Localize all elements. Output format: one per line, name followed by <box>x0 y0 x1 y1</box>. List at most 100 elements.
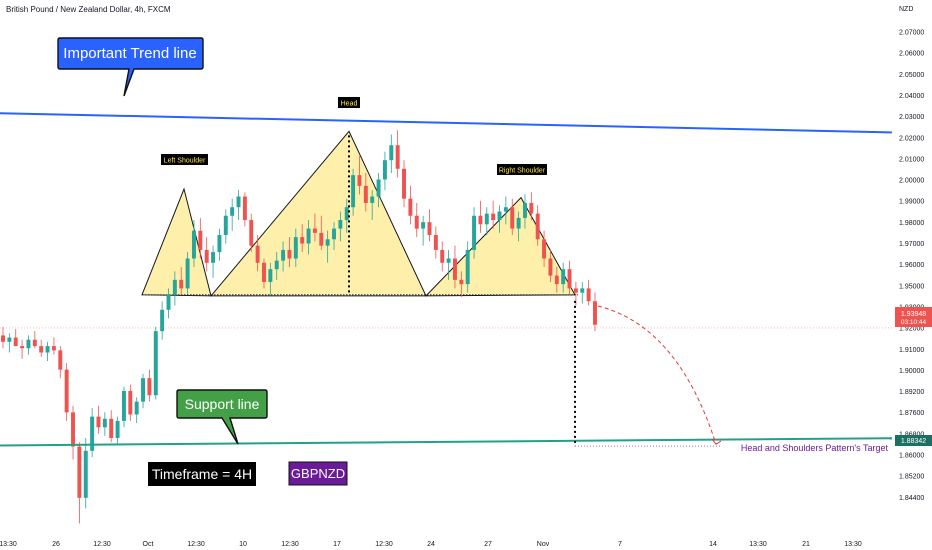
candle-body <box>389 145 394 161</box>
y-tick-label: 2.07000 <box>899 30 924 37</box>
candle-body <box>478 215 483 225</box>
x-tick-label: 7 <box>618 541 622 548</box>
candle-body <box>465 249 470 285</box>
candle-body <box>198 230 203 250</box>
projection-arrowhead <box>711 438 722 445</box>
y-tick-label: 1.86800 <box>899 431 924 438</box>
y-tick-label: 1.91000 <box>899 347 924 354</box>
x-tick-label: 12:30 <box>93 541 111 548</box>
candle-body <box>529 202 534 214</box>
candle-body <box>580 288 585 293</box>
candle-body <box>230 207 235 216</box>
head-label: Head <box>338 97 360 108</box>
candle-body <box>554 275 559 285</box>
timeframe-label-bg <box>148 462 256 486</box>
right-shoulder-label: Right Shoulder <box>497 164 547 175</box>
candle-body <box>39 346 44 353</box>
candle-body <box>262 262 266 282</box>
y-tick-label: 1.87600 <box>899 410 924 417</box>
target-label: Head and Shoulders Pattern's Target <box>741 443 889 453</box>
candle-body <box>204 249 209 263</box>
support-callout-bubble <box>176 389 268 445</box>
candle-body <box>179 279 184 289</box>
candle-body <box>535 213 540 240</box>
candle-body <box>153 331 158 396</box>
candle-body <box>363 185 368 203</box>
candle-body <box>141 378 146 402</box>
candle-body <box>452 258 457 280</box>
candle-body <box>548 258 553 276</box>
candle-body <box>484 213 489 225</box>
x-tick-label: 26 <box>52 541 60 548</box>
candle-body <box>427 222 432 235</box>
candle-body <box>459 279 464 285</box>
candle-body <box>561 269 566 285</box>
candle-body <box>64 369 69 413</box>
y-tick-label: 1.90000 <box>899 368 924 375</box>
candle-body <box>96 416 101 428</box>
symbol-badge-bg <box>288 461 348 486</box>
candle-body <box>319 232 324 246</box>
candle-body <box>440 249 445 263</box>
candle-body <box>217 234 222 253</box>
current-price-value: 1.93948 <box>901 311 926 318</box>
y-tick-label: 1.99000 <box>899 199 924 206</box>
current-price-countdown: 03:10:44 <box>901 319 927 326</box>
axes-layer: 2.07000 2.06000 2.05000 2.04000 2.03000 2.020… <box>0 30 924 549</box>
x-tick-label: 17 <box>333 541 341 548</box>
candle-body <box>376 179 381 197</box>
left-shoulder-triangle <box>141 187 212 297</box>
candle-body <box>497 211 502 221</box>
chart-title: British Pound / New Zealand Dollar, 4h, … <box>6 5 171 14</box>
support-price-badge-bg <box>895 435 932 446</box>
candle-body <box>510 207 515 229</box>
candle-body <box>344 207 349 221</box>
y-tick-label: 2.03000 <box>899 114 924 121</box>
y-tick-label: 2.04000 <box>899 93 924 100</box>
candle-body <box>134 401 139 415</box>
y-tick-label: 1.96000 <box>899 262 924 269</box>
y-tick-label: 1.85200 <box>899 474 924 481</box>
candle-body <box>115 420 120 438</box>
x-tick-label: 14 <box>709 541 717 548</box>
symbol-badge-text: GBPNZD <box>291 466 345 481</box>
candle-body <box>472 215 477 250</box>
candle-body <box>109 418 114 438</box>
candle-body <box>20 346 25 349</box>
candle-body <box>45 346 50 353</box>
current-price-badge: 1.93948 03:10:44 <box>895 307 932 327</box>
candle-body <box>491 213 496 221</box>
timeframe-label: Timeframe = 4H <box>148 462 256 486</box>
x-tick-label: 10 <box>239 541 247 548</box>
candle-body <box>567 269 572 289</box>
head-triangle <box>209 130 427 297</box>
candle-body <box>293 237 298 259</box>
candle-body <box>300 237 305 244</box>
y-tick-label: 1.86000 <box>899 453 924 460</box>
support-line <box>0 437 893 447</box>
candle-body <box>185 258 190 289</box>
candle-body <box>433 234 438 250</box>
candle-body <box>586 288 591 302</box>
candle-body <box>593 301 597 325</box>
support-callout-text: Support line <box>185 396 260 412</box>
y-tick-label: 2.01000 <box>899 156 924 163</box>
candle-body <box>58 350 63 370</box>
candle-body <box>90 416 95 451</box>
y-tick-label: 1.98000 <box>899 220 924 227</box>
candle-body <box>121 390 126 421</box>
candle-body <box>51 346 56 351</box>
symbol-badge: GBPNZD <box>288 461 348 486</box>
candle-body <box>268 269 273 282</box>
candle-body <box>306 228 311 244</box>
candle-body <box>402 168 407 199</box>
candle-body <box>191 230 196 259</box>
support-price-badge: 1.88342 <box>895 435 932 446</box>
left-shoulder-label: Left Shoulder <box>161 154 208 165</box>
x-tick-label: 12:30 <box>187 541 205 548</box>
candle-body <box>160 309 165 332</box>
support-price-value: 1.88342 <box>901 438 926 445</box>
y-tick-label: 1.84400 <box>899 495 924 502</box>
